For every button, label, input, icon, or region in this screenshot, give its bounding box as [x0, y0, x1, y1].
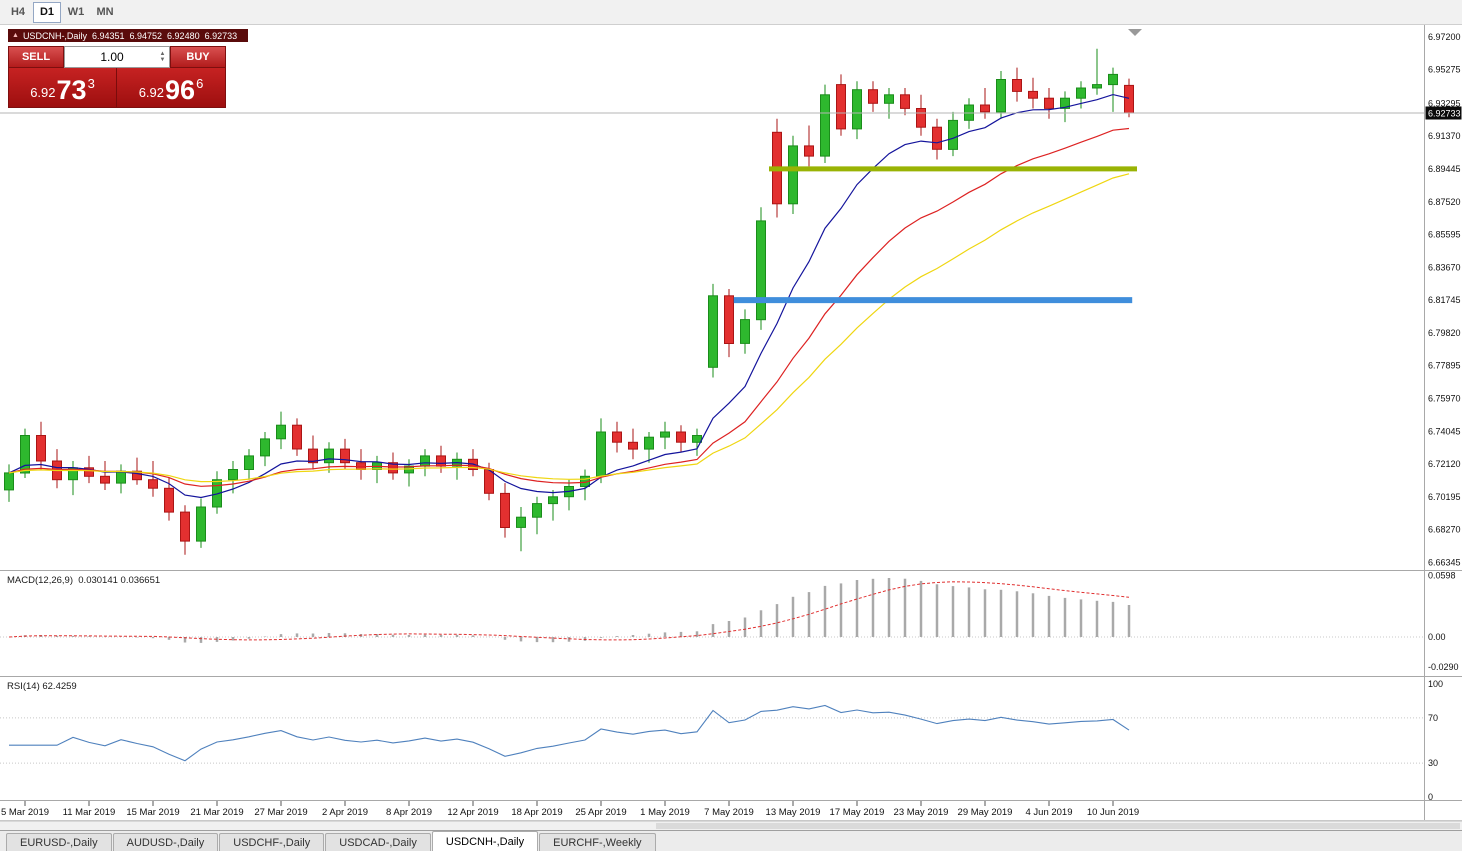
- svg-text:17 May 2019: 17 May 2019: [830, 807, 885, 818]
- chart-shift-icon[interactable]: [1128, 29, 1142, 36]
- timeframe-button-d1[interactable]: D1: [33, 1, 61, 23]
- svg-text:MACD(12,26,9) 0.030141 0.0366: MACD(12,26,9) 0.030141 0.036651: [7, 575, 160, 586]
- svg-text:1 May 2019: 1 May 2019: [640, 807, 690, 818]
- svg-text:7 May 2019: 7 May 2019: [704, 807, 754, 818]
- svg-text:15 Mar 2019: 15 Mar 2019: [126, 807, 179, 818]
- svg-text:23 May 2019: 23 May 2019: [894, 807, 949, 818]
- chart-tab-usdchf-daily[interactable]: USDCHF-,Daily: [219, 833, 325, 851]
- svg-text:6.70195: 6.70195: [1428, 492, 1461, 502]
- svg-text:8 Apr 2019: 8 Apr 2019: [386, 807, 432, 818]
- chart-tab-eurusd-daily[interactable]: EURUSD-,Daily: [6, 833, 112, 851]
- svg-text:6.74045: 6.74045: [1428, 426, 1461, 436]
- buy-price-display[interactable]: 6.92 96 6: [117, 68, 225, 107]
- volume-spinner[interactable]: ▲ ▼: [157, 48, 168, 66]
- ohlc-high: 6.94752: [129, 30, 163, 41]
- ohlc-open: 6.94351: [91, 30, 125, 41]
- volume-input[interactable]: [65, 47, 169, 67]
- macd-signal-line: [8, 581, 1130, 641]
- buy-price-pips: 96: [165, 75, 196, 105]
- timeframe-button-mn[interactable]: MN: [96, 6, 114, 18]
- svg-text:6.79820: 6.79820: [1428, 328, 1461, 338]
- current-price-badge: [1425, 106, 1462, 120]
- symbol-ohlc-ribbon: ▲ USDCNH-,Daily 6.94351 6.94752 6.92480 …: [8, 29, 249, 42]
- chart-tab-eurchf-weekly[interactable]: EURCHF-,Weekly: [539, 833, 656, 851]
- svg-text:30: 30: [1428, 758, 1438, 768]
- svg-text:5 Mar 2019: 5 Mar 2019: [1, 807, 49, 818]
- sell-button[interactable]: SELL: [8, 46, 64, 68]
- chart-tab-audusd-daily[interactable]: AUDUSD-,Daily: [112, 833, 219, 851]
- sell-price-frac: 3: [87, 76, 95, 91]
- svg-text:6.83670: 6.83670: [1428, 262, 1461, 272]
- svg-text:0: 0: [1428, 792, 1433, 802]
- chart-tab-usdcnh-daily[interactable]: USDCNH-,Daily: [431, 831, 539, 851]
- svg-text:6.93295: 6.93295: [1428, 98, 1461, 108]
- svg-text:RSI(14) 62.4259: RSI(14) 62.4259: [7, 681, 77, 692]
- sell-price-base: 6.92: [30, 85, 56, 100]
- svg-text:6.68270: 6.68270: [1428, 525, 1461, 535]
- ma-fast-line: [8, 93, 1130, 499]
- chart-tabs-bar: EURUSD-,Daily AUDUSD-,Daily USDCHF-,Daily U…: [0, 830, 1462, 851]
- svg-text:25 Apr 2019: 25 Apr 2019: [575, 807, 626, 818]
- svg-text:13 May 2019: 13 May 2019: [766, 807, 821, 818]
- volume-box: ▲ ▼: [64, 46, 170, 68]
- svg-text:0.0598: 0.0598: [1428, 571, 1456, 581]
- svg-text:70: 70: [1428, 713, 1438, 723]
- spinner-down-icon[interactable]: ▼: [159, 57, 166, 63]
- svg-text:27 Mar 2019: 27 Mar 2019: [254, 807, 307, 818]
- ohlc-close: 6.92733: [204, 30, 238, 41]
- svg-text:100: 100: [1428, 679, 1443, 689]
- buy-button[interactable]: BUY: [170, 46, 226, 68]
- svg-text:11 Mar 2019: 11 Mar 2019: [63, 807, 116, 818]
- svg-text:6.87520: 6.87520: [1428, 197, 1461, 207]
- horizontal-scrollbar[interactable]: [0, 821, 1462, 830]
- timeframe-button-h4[interactable]: H4: [10, 6, 26, 18]
- buy-price-frac: 6: [196, 76, 204, 91]
- macd-histogram: [23, 578, 1131, 643]
- svg-text:6.81745: 6.81745: [1428, 295, 1461, 305]
- chart-canvas[interactable]: 6.927336.972006.952756.932956.913706.894…: [0, 25, 1462, 821]
- svg-text:6.72120: 6.72120: [1428, 459, 1461, 469]
- chart-tab-usdcad-daily[interactable]: USDCAD-,Daily: [325, 833, 431, 851]
- svg-text:6.75970: 6.75970: [1428, 394, 1461, 404]
- one-click-trading-panel: SELL ▲ ▼ BUY 6.92 73 3 6.92 96 6: [8, 46, 226, 108]
- svg-text:6.97200: 6.97200: [1428, 32, 1461, 42]
- svg-text:21 Mar 2019: 21 Mar 2019: [190, 807, 243, 818]
- svg-text:29 May 2019: 29 May 2019: [958, 807, 1013, 818]
- svg-text:18 Apr 2019: 18 Apr 2019: [511, 807, 562, 818]
- svg-text:6.92733: 6.92733: [1428, 109, 1461, 119]
- symbol-title: USDCNH-,Daily: [22, 30, 87, 41]
- svg-text:-0.0290: -0.0290: [1428, 662, 1459, 672]
- scrollbar-thumb[interactable]: [655, 823, 1460, 829]
- svg-text:6.91370: 6.91370: [1428, 131, 1461, 141]
- rsi-line: [9, 704, 1130, 762]
- timeframe-button-w1[interactable]: W1: [67, 6, 85, 18]
- buy-price-base: 6.92: [138, 85, 165, 100]
- svg-text:0.00: 0.00: [1428, 632, 1446, 642]
- svg-text:6.77895: 6.77895: [1428, 361, 1461, 371]
- ma-slow-line: [8, 173, 1130, 483]
- svg-text:6.89445: 6.89445: [1428, 164, 1461, 174]
- sell-price-pips: 73: [56, 75, 87, 105]
- svg-text:12 Apr 2019: 12 Apr 2019: [447, 807, 498, 818]
- svg-text:6.95275: 6.95275: [1428, 65, 1461, 75]
- timeframe-toolbar: H4 D1 W1 MN: [0, 0, 1462, 25]
- spinner-up-icon[interactable]: ▲: [159, 51, 166, 57]
- svg-text:6.85595: 6.85595: [1428, 230, 1461, 240]
- svg-text:10 Jun 2019: 10 Jun 2019: [1087, 807, 1139, 818]
- svg-text:4 Jun 2019: 4 Jun 2019: [1025, 807, 1072, 818]
- chart-area: 6.92733 6.97200 6.95275 6.93295 6.91370 6.894…: [0, 25, 1462, 821]
- svg-text:2 Apr 2019: 2 Apr 2019: [322, 807, 368, 818]
- sell-price-display[interactable]: 6.92 73 3: [9, 68, 117, 107]
- ma-mid-line: [8, 127, 1130, 487]
- ohlc-low: 6.92480: [167, 30, 200, 41]
- up-arrow-icon: ▲: [12, 32, 19, 39]
- svg-text:6.66345: 6.66345: [1428, 557, 1461, 567]
